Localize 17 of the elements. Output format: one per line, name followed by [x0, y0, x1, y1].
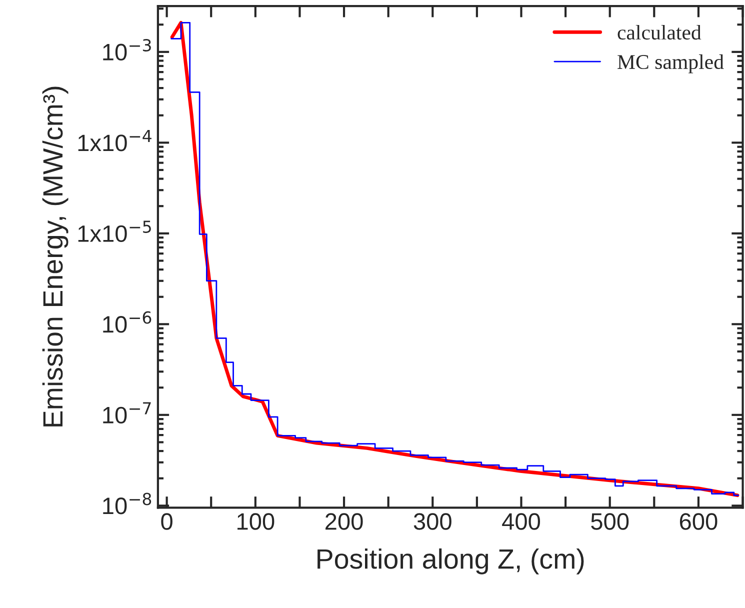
y-tick-label: 1x10$^{−5}$: [78, 220, 151, 242]
y-tick-label: 10$^{−8}$: [103, 492, 152, 514]
y-tick-label: 10$^{−6}$: [103, 311, 152, 333]
y-tick-label: 1x10$^{−4}$: [78, 130, 152, 152]
y-axis-title: Emission Energy, (MW/cm³): [42, 86, 68, 426]
x-tick-label: 300: [414, 513, 452, 530]
x-tick-label: 200: [326, 513, 363, 530]
legend-label: MC sampled: [618, 54, 724, 74]
x-tick-label: 500: [591, 513, 629, 530]
legend-label: calculated: [618, 24, 702, 40]
x-tick-label: 400: [502, 513, 540, 530]
x-axis-title: Position along Z, (cm): [318, 548, 584, 574]
y-tick-label: 10$^{−3}$: [103, 38, 151, 61]
x-tick-label: 0: [161, 513, 172, 530]
x-tick-label: 100: [238, 513, 274, 530]
x-tick-label: 600: [680, 513, 718, 530]
y-tick-label: 10$^{−7}$: [103, 402, 151, 424]
